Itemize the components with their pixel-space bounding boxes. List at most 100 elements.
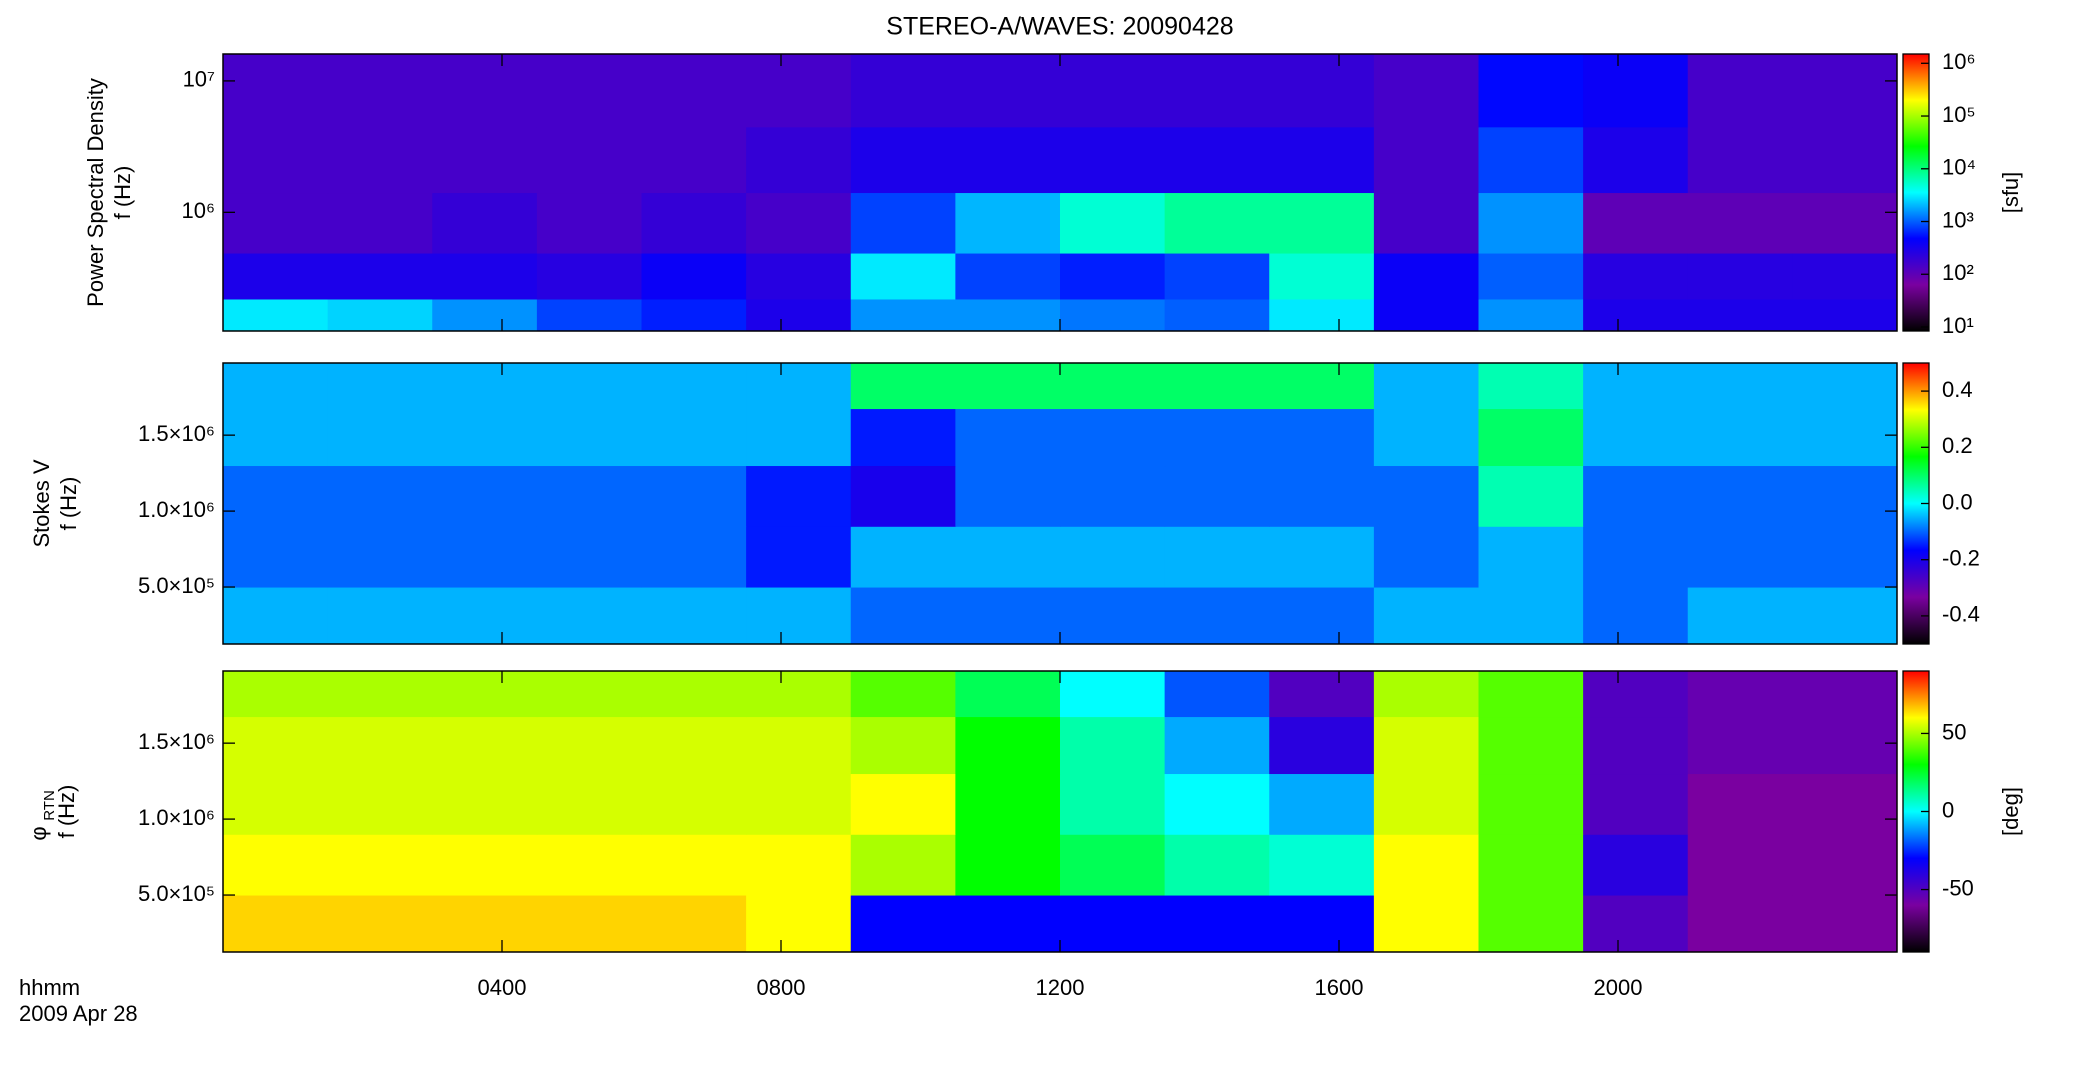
heatmap-cell bbox=[1269, 408, 1375, 467]
heatmap-cell bbox=[746, 253, 852, 300]
heatmap-cell bbox=[432, 895, 538, 953]
heatmap-cell bbox=[1164, 587, 1270, 645]
heatmap-cell bbox=[955, 834, 1061, 896]
colorbar-tick-label: 0 bbox=[1942, 797, 1954, 822]
heatmap-cell bbox=[746, 587, 852, 645]
heatmap-cell bbox=[746, 716, 852, 775]
heatmap-cell bbox=[536, 834, 642, 896]
colorbar-tick-label: -50 bbox=[1942, 875, 1974, 900]
heatmap-cell bbox=[850, 465, 956, 527]
heatmap-cell bbox=[1373, 671, 1479, 718]
heatmap-cell bbox=[1269, 587, 1375, 645]
heatmap-cell bbox=[1269, 773, 1375, 835]
heatmap-cell bbox=[327, 716, 433, 775]
heatmap-cell bbox=[1060, 298, 1166, 332]
heatmap-cell bbox=[1478, 465, 1584, 527]
heatmap-cell bbox=[1060, 363, 1166, 410]
y-axis-label: f (Hz) bbox=[56, 477, 81, 531]
heatmap-cell bbox=[850, 526, 956, 588]
heatmap-cell bbox=[1373, 465, 1479, 527]
heatmap-cell bbox=[1792, 895, 1898, 953]
heatmap-cell bbox=[536, 126, 642, 194]
heatmap-cell bbox=[1164, 671, 1270, 718]
heatmap-cell bbox=[1060, 587, 1166, 645]
heatmap-cell bbox=[223, 671, 329, 718]
heatmap-cell bbox=[432, 298, 538, 332]
heatmap-cell bbox=[223, 834, 329, 896]
colorbar bbox=[1902, 362, 1930, 645]
heatmap-cell bbox=[223, 298, 329, 332]
heatmap-cell bbox=[850, 253, 956, 300]
heatmap-cell bbox=[327, 253, 433, 300]
heatmap-cell bbox=[327, 834, 433, 896]
heatmap-cell bbox=[223, 895, 329, 953]
y-axis-label: f (Hz) bbox=[54, 785, 79, 839]
heatmap-cell bbox=[1164, 716, 1270, 775]
heatmap-cell bbox=[1583, 834, 1689, 896]
heatmap-cell bbox=[746, 773, 852, 835]
heatmap-cell bbox=[746, 834, 852, 896]
heatmap-cell bbox=[1687, 895, 1793, 953]
heatmap-cell bbox=[850, 587, 956, 645]
y-axis-label: f (Hz) bbox=[110, 166, 135, 220]
colorbar-tick-label: 10⁴ bbox=[1942, 155, 1976, 180]
heatmap-cell bbox=[432, 363, 538, 410]
heatmap-cell bbox=[955, 192, 1061, 254]
heatmap-cell bbox=[1373, 54, 1479, 128]
heatmap-cell bbox=[1373, 126, 1479, 194]
date-label: 2009 Apr 28 bbox=[19, 1001, 138, 1026]
heatmap-cell bbox=[1687, 192, 1793, 254]
heatmap-cell bbox=[1373, 716, 1479, 775]
heatmap-cell bbox=[223, 126, 329, 194]
heatmap-cell bbox=[1687, 671, 1793, 718]
heatmap-cell bbox=[850, 895, 956, 953]
heatmap-cell bbox=[955, 895, 1061, 953]
heatmap-cell bbox=[641, 54, 747, 128]
heatmap-cell bbox=[223, 253, 329, 300]
heatmap-cell bbox=[327, 408, 433, 467]
heatmap-cell bbox=[746, 408, 852, 467]
heatmap-cell bbox=[955, 716, 1061, 775]
heatmap-cell bbox=[536, 773, 642, 835]
x-tick-label: 2000 bbox=[1594, 975, 1643, 1000]
heatmap-cell bbox=[1687, 773, 1793, 835]
heatmap-cell bbox=[641, 253, 747, 300]
heatmap-cell bbox=[432, 716, 538, 775]
heatmap-cell bbox=[1269, 716, 1375, 775]
heatmap-cell bbox=[1583, 671, 1689, 718]
heatmap-cell bbox=[223, 773, 329, 835]
heatmap-cell bbox=[746, 54, 852, 128]
heatmap-cell bbox=[850, 408, 956, 467]
y-axis-label: Power Spectral Density bbox=[83, 78, 108, 307]
heatmap-cell bbox=[1373, 253, 1479, 300]
heatmap-cell bbox=[1583, 253, 1689, 300]
heatmap-cell bbox=[1060, 526, 1166, 588]
heatmap-cell bbox=[1687, 716, 1793, 775]
heatmap-cell bbox=[850, 671, 956, 718]
heatmap-cell bbox=[955, 126, 1061, 194]
heatmap-cell bbox=[1583, 773, 1689, 835]
heatmap-cell bbox=[1373, 192, 1479, 254]
heatmap-cell bbox=[1478, 773, 1584, 835]
heatmap-cell bbox=[1060, 773, 1166, 835]
heatmap-cell bbox=[641, 834, 747, 896]
x-tick-label: 0800 bbox=[757, 975, 806, 1000]
heatmap-cell bbox=[1164, 126, 1270, 194]
heatmap-cell bbox=[1373, 834, 1479, 896]
heatmap-cell bbox=[746, 192, 852, 254]
heatmap-cell bbox=[955, 773, 1061, 835]
heatmap-cell bbox=[641, 298, 747, 332]
heatmap-cell bbox=[223, 716, 329, 775]
heatmap-cell bbox=[1373, 408, 1479, 467]
heatmap-cell bbox=[1583, 465, 1689, 527]
x-axis-label: hhmm bbox=[19, 975, 80, 1000]
y-tick-label: 1.5×10⁶ bbox=[138, 729, 215, 754]
y-axis-label-subscript: RTN bbox=[41, 790, 58, 821]
heatmap-cell bbox=[641, 716, 747, 775]
heatmap-cell bbox=[432, 671, 538, 718]
heatmap-cell bbox=[1373, 587, 1479, 645]
heatmap-cell bbox=[1164, 54, 1270, 128]
heatmap-cell bbox=[327, 465, 433, 527]
heatmap-cell bbox=[327, 363, 433, 410]
